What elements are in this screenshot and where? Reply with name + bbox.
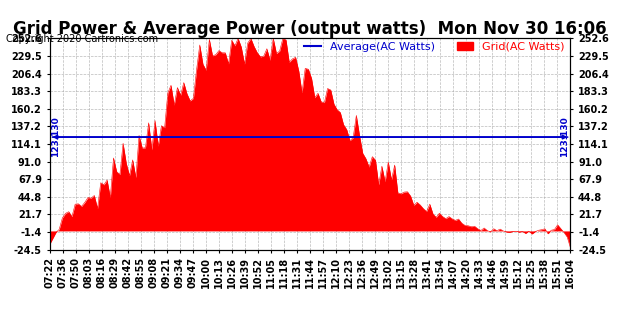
- Title: Grid Power & Average Power (output watts)  Mon Nov 30 16:06: Grid Power & Average Power (output watts…: [13, 20, 607, 38]
- Text: 123.130: 123.130: [560, 117, 569, 157]
- Text: 123.130: 123.130: [51, 117, 60, 157]
- Text: Copyright 2020 Cartronics.com: Copyright 2020 Cartronics.com: [6, 34, 158, 44]
- Legend: Average(AC Watts), Grid(AC Watts): Average(AC Watts), Grid(AC Watts): [304, 42, 565, 52]
